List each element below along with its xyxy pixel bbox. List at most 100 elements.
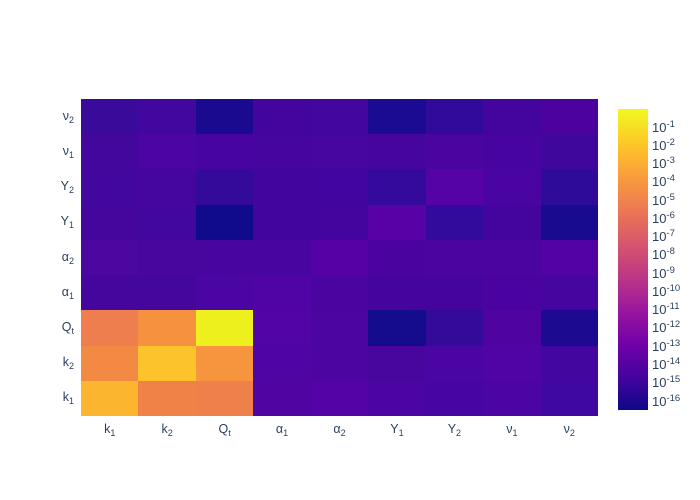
heatmap-cell-Y1-Y1[interactable]: [368, 204, 426, 240]
heatmap-plot-area[interactable]: [81, 99, 598, 416]
heatmap-cell-Y2-ν1[interactable]: [483, 169, 541, 205]
heatmap-cell-ν1-Y1[interactable]: [368, 134, 426, 170]
heatmap-cell-Qt-Y2[interactable]: [425, 310, 484, 346]
heatmap-cell-α1-Y2[interactable]: [425, 275, 484, 311]
heatmap-cell-α1-α1[interactable]: [253, 275, 311, 311]
heatmap-cell-Y2-α1[interactable]: [253, 169, 311, 205]
heatmap-cell-α2-ν2[interactable]: [540, 239, 598, 276]
tick-superscript: -16: [666, 392, 681, 404]
heatmap-cell-ν1-k1[interactable]: [81, 134, 139, 170]
tick-subscript: 2: [456, 428, 462, 438]
heatmap-cell-k2-α2[interactable]: [310, 345, 369, 381]
heatmap-cell-Y1-ν1[interactable]: [483, 204, 541, 240]
heatmap-cell-α2-Y1[interactable]: [368, 239, 426, 276]
heatmap-cell-k2-α1[interactable]: [253, 345, 311, 381]
heatmap-cell-Y1-Y2[interactable]: [425, 204, 484, 240]
heatmap-cell-Y2-α2[interactable]: [310, 169, 369, 205]
tick-subscript: 2: [68, 114, 74, 125]
heatmap-cell-k2-Y2[interactable]: [425, 345, 484, 381]
heatmap-cell-ν1-ν1[interactable]: [483, 134, 541, 170]
colorbar-tick-label-1e-8: 10-8: [652, 246, 675, 263]
heatmap-cell-α1-ν2[interactable]: [540, 275, 598, 311]
heatmap-cell-α1-ν1[interactable]: [483, 275, 541, 311]
heatmap-cell-k1-α1[interactable]: [253, 380, 311, 416]
heatmap-cell-Y2-k1[interactable]: [81, 169, 139, 205]
heatmap-cell-ν2-Y1[interactable]: [368, 99, 426, 135]
heatmap-cell-ν1-k2[interactable]: [138, 134, 196, 170]
x-tick-label-k2: k2: [161, 422, 173, 438]
heatmap-cell-ν1-Y2[interactable]: [425, 134, 484, 170]
tick-superscript: -2: [666, 136, 675, 148]
colorbar-tick-label-1e-15: 10-15: [652, 374, 681, 391]
heatmap-cell-k2-k1[interactable]: [81, 345, 139, 381]
heatmap-cell-Qt-Qt[interactable]: [195, 310, 254, 346]
heatmap-cell-k1-k1[interactable]: [81, 380, 139, 416]
heatmap-cell-ν2-k2[interactable]: [138, 99, 196, 135]
heatmap-cell-α2-α2[interactable]: [310, 239, 369, 276]
heatmap-cell-Y2-ν2[interactable]: [540, 169, 598, 205]
colorbar-tick-label-1e-10: 10-10: [652, 282, 681, 299]
heatmap-cell-k1-ν2[interactable]: [540, 380, 598, 416]
colorbar-tick-label-1e-16: 10-16: [652, 392, 681, 409]
heatmap-cell-Qt-α2[interactable]: [310, 310, 369, 346]
heatmap-cell-Y1-α2[interactable]: [310, 204, 369, 240]
heatmap-cell-Qt-k1[interactable]: [81, 310, 139, 346]
heatmap-cell-k1-Y1[interactable]: [368, 380, 426, 416]
heatmap-cell-α1-Qt[interactable]: [195, 275, 254, 311]
colorbar-tick-label-1e-1: 10-1: [652, 118, 675, 135]
tick-subscript: 1: [68, 290, 74, 301]
heatmap-cell-k1-Y2[interactable]: [425, 380, 484, 416]
tick-superscript: -12: [666, 319, 681, 331]
heatmap-cell-ν2-α2[interactable]: [310, 99, 369, 135]
heatmap-cell-Qt-ν1[interactable]: [483, 310, 541, 346]
heatmap-cell-Y1-Qt[interactable]: [195, 204, 254, 240]
heatmap-cell-k1-ν1[interactable]: [483, 380, 541, 416]
heatmap-cell-ν2-ν1[interactable]: [483, 99, 541, 135]
heatmap-cell-k2-Y1[interactable]: [368, 345, 426, 381]
heatmap-cell-α1-k2[interactable]: [138, 275, 196, 311]
heatmap-cell-ν2-k1[interactable]: [81, 99, 139, 135]
heatmap-cell-ν1-ν2[interactable]: [540, 134, 598, 170]
heatmap-cell-α2-α1[interactable]: [253, 239, 311, 276]
heatmap-cell-ν1-Qt[interactable]: [195, 134, 254, 170]
tick-subscript: 1: [110, 428, 116, 438]
heatmap-cell-α1-Y1[interactable]: [368, 275, 426, 311]
heatmap-cell-α2-k1[interactable]: [81, 239, 139, 276]
heatmap-cell-Y1-α1[interactable]: [253, 204, 311, 240]
heatmap-cell-Y2-k2[interactable]: [138, 169, 196, 205]
colorbar-tick-label-1e-13: 10-13: [652, 337, 681, 354]
heatmap-cell-α2-ν1[interactable]: [483, 239, 541, 276]
heatmap-cell-Y1-k2[interactable]: [138, 204, 196, 240]
heatmap-cell-k2-ν1[interactable]: [483, 345, 541, 381]
heatmap-cell-ν1-α1[interactable]: [253, 134, 311, 170]
heatmap-cell-Y2-Qt[interactable]: [195, 169, 254, 205]
heatmap-cell-α2-k2[interactable]: [138, 239, 196, 276]
heatmap-cell-α2-Qt[interactable]: [195, 239, 254, 276]
heatmap-cell-k2-ν2[interactable]: [540, 345, 598, 381]
heatmap-cell-Y1-ν2[interactable]: [540, 204, 598, 240]
heatmap-cell-Qt-Y1[interactable]: [368, 310, 426, 346]
heatmap-cell-ν2-Y2[interactable]: [425, 99, 484, 135]
heatmap-cell-k1-k2[interactable]: [138, 380, 196, 416]
heatmap-cell-ν1-α2[interactable]: [310, 134, 369, 170]
heatmap-cell-k2-k2[interactable]: [138, 345, 196, 381]
tick-superscript: -15: [666, 374, 681, 386]
heatmap-cell-Y2-Y2[interactable]: [425, 169, 484, 205]
heatmap-cell-Qt-k2[interactable]: [138, 310, 196, 346]
heatmap-cell-k1-Qt[interactable]: [195, 380, 254, 416]
heatmap-cell-Y2-Y1[interactable]: [368, 169, 426, 205]
heatmap-cell-α1-k1[interactable]: [81, 275, 139, 311]
heatmap-cell-ν2-α1[interactable]: [253, 99, 311, 135]
y-tick-label-Y2: Y2: [60, 179, 74, 196]
tick-subscript: 2: [167, 428, 173, 438]
heatmap-cell-Qt-α1[interactable]: [253, 310, 311, 346]
heatmap-cell-ν2-ν2[interactable]: [540, 99, 598, 135]
heatmap-cell-α1-α2[interactable]: [310, 275, 369, 311]
heatmap-cell-Y1-k1[interactable]: [81, 204, 139, 240]
heatmap-cell-k1-α2[interactable]: [310, 380, 369, 416]
heatmap-cell-α2-Y2[interactable]: [425, 239, 484, 276]
heatmap-cell-Qt-ν2[interactable]: [540, 310, 598, 346]
tick-subscript: 1: [68, 220, 74, 231]
heatmap-cell-ν2-Qt[interactable]: [195, 99, 254, 135]
heatmap-cell-k2-Qt[interactable]: [195, 345, 254, 381]
